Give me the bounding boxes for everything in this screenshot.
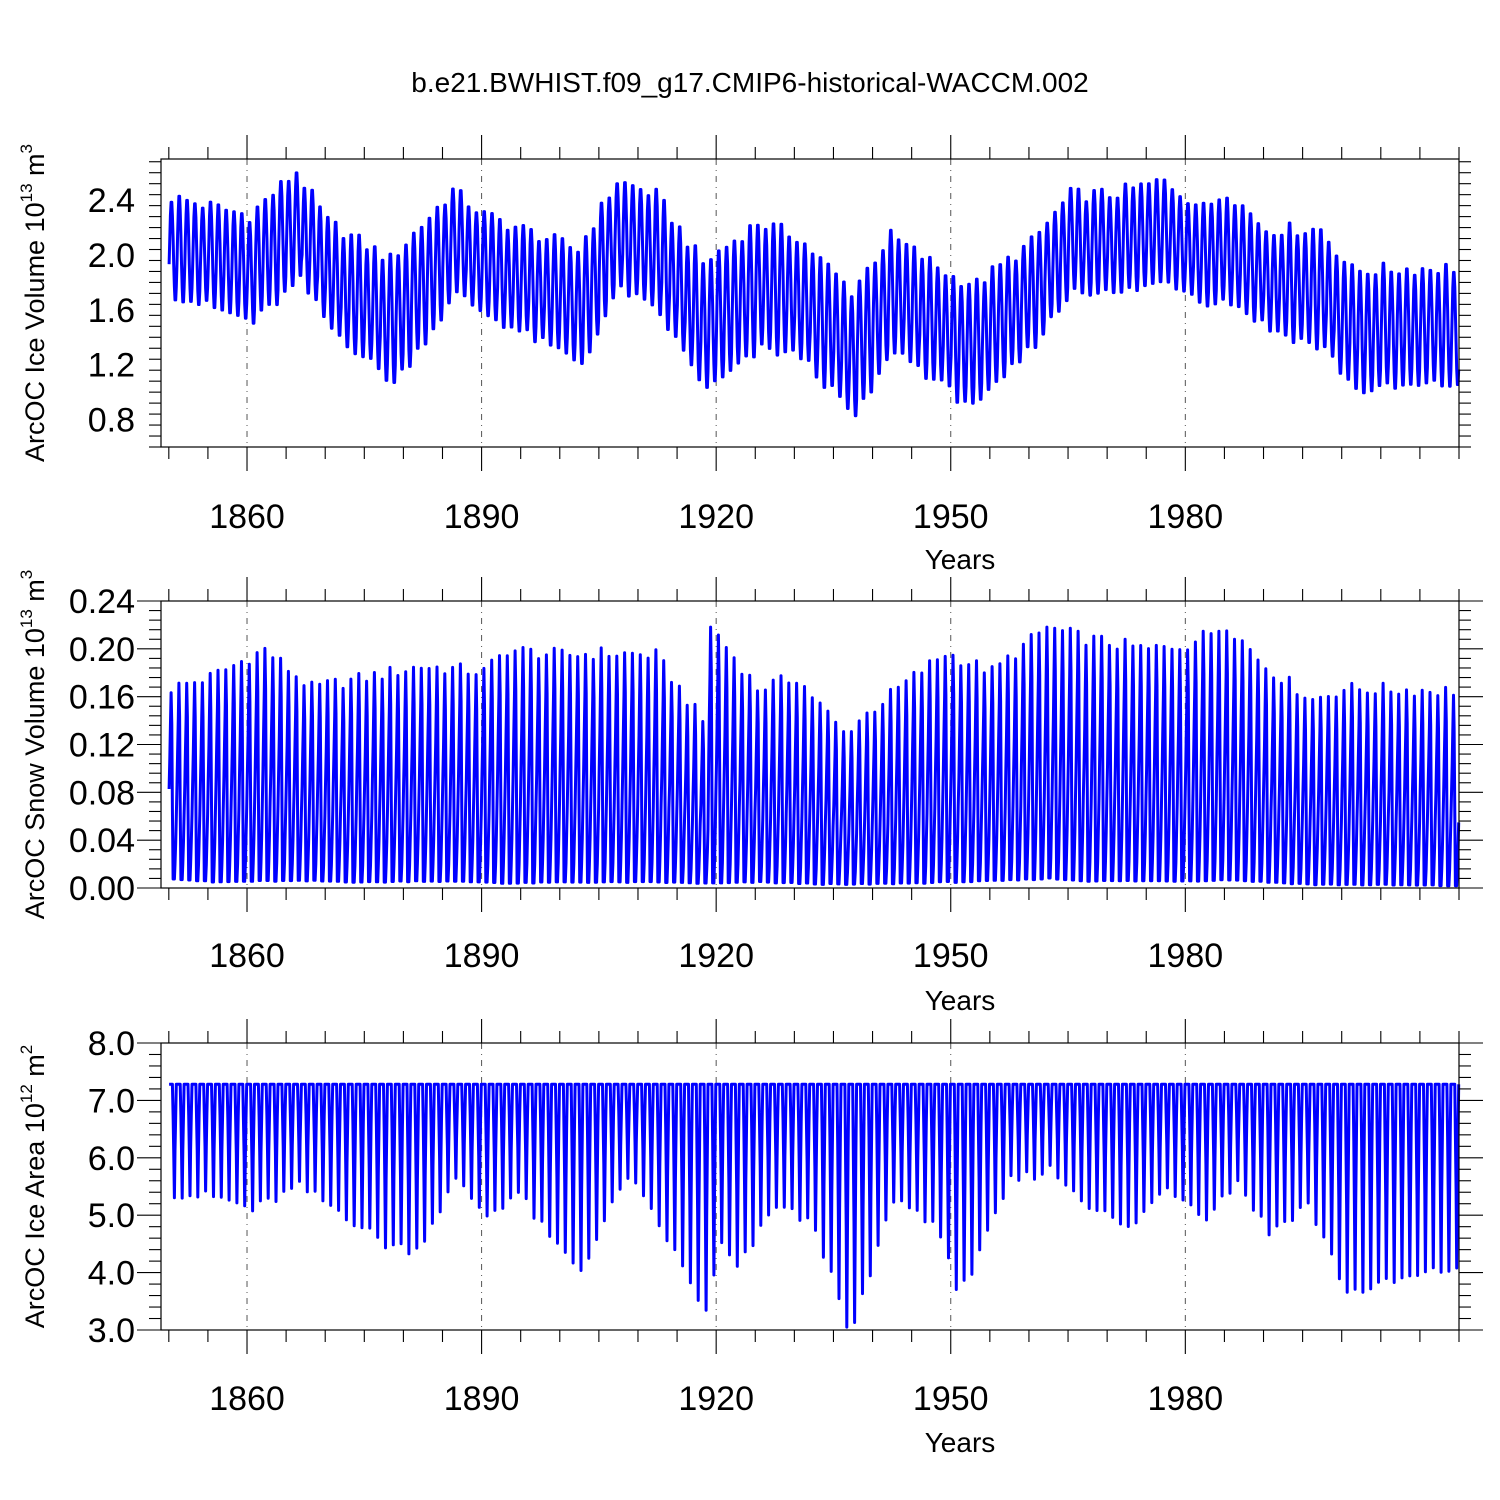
panel-ice-volume: 1860 1890 1920 1950 1980 0.8 1.2 1.6 2.0 2.4 Years… [17, 135, 1471, 575]
x-tick-label: 1920 [678, 498, 754, 536]
x-tick-label: 1890 [444, 498, 520, 536]
y-tick-label: 0.04 [69, 822, 135, 860]
x-axis-label: Years [925, 985, 996, 1016]
x-tick-label: 1920 [678, 937, 754, 975]
y-axis-label: ArcOC Snow Volume 1013 m3 [17, 570, 50, 920]
x-tick-label: 1950 [913, 498, 989, 536]
y-axis-label-superscript: 2 [17, 1045, 36, 1054]
series-line [168, 1082, 1461, 1329]
y-tick-label: 0.24 [69, 583, 135, 621]
panel-ice-area: 1860 1890 1920 1950 1980 3.0 4.0 5.0 6.0 7.0 8.0 Ye… [17, 1019, 1483, 1458]
y-axis-label-superscript: 13 [17, 609, 36, 628]
y-axis-label-superscript: 12 [17, 1084, 36, 1103]
panel-snow-volume: 1860 1890 1920 1950 1980 0.00 0.04 0.08 0.12 0.16… [17, 570, 1483, 1016]
x-tick-label: 1980 [1148, 498, 1224, 536]
series-line [167, 171, 1461, 418]
y-tick-label: 3.0 [88, 1312, 135, 1350]
figure-title: b.e21.BWHIST.f09_g17.CMIP6-historical-WA… [411, 67, 1088, 98]
y-axis-label-text: ArcOC Ice Volume 10 [20, 202, 50, 462]
y-axis-label-text: ArcOC Ice Area 10 [20, 1103, 50, 1328]
x-axis-label: Years [925, 1427, 996, 1458]
y-tick-label: 6.0 [88, 1140, 135, 1178]
y-tick-label: 0.12 [69, 727, 135, 765]
series-line [167, 625, 1461, 888]
y-tick-label: 0.20 [69, 631, 135, 669]
y-axis-label-text: m [20, 1054, 50, 1084]
y-axis-label-superscript: 3 [17, 570, 36, 579]
y-tick-label: 7.0 [88, 1082, 135, 1120]
x-tick-label: 1860 [209, 1380, 285, 1418]
x-axis-label: Years [925, 544, 996, 575]
y-tick-label: 8.0 [88, 1025, 135, 1063]
y-tick-label: 0.08 [69, 774, 135, 812]
plot-frame [160, 158, 1460, 448]
y-tick-label: 5.0 [88, 1197, 135, 1235]
x-tick-label: 1980 [1148, 937, 1224, 975]
y-tick-label: 1.6 [88, 292, 135, 330]
y-tick-label: 4.0 [88, 1255, 135, 1293]
x-tick-label: 1860 [209, 498, 285, 536]
y-axis-label-superscript: 13 [17, 183, 36, 202]
y-axis-label-superscript: 3 [17, 144, 36, 153]
y-tick-label: 0.8 [88, 402, 135, 440]
x-tick-label: 1890 [444, 1380, 520, 1418]
x-tick-label: 1950 [913, 937, 989, 975]
x-tick-label: 1980 [1148, 1380, 1224, 1418]
y-axis-label-text: m [20, 579, 50, 609]
y-axis-label-text: ArcOC Snow Volume 10 [20, 628, 50, 919]
y-axis-label: ArcOC Ice Volume 1013 m3 [17, 144, 50, 462]
x-tick-label: 1950 [913, 1380, 989, 1418]
x-tick-label: 1860 [209, 937, 285, 975]
y-tick-label: 0.00 [69, 870, 135, 908]
y-tick-label: 2.0 [88, 237, 135, 275]
y-tick-label: 1.2 [88, 347, 135, 385]
x-tick-label: 1920 [678, 1380, 754, 1418]
plot-frame [160, 1042, 1460, 1331]
y-tick-label: 0.16 [69, 679, 135, 717]
y-axis-label-text: m [20, 153, 50, 183]
y-tick-label: 2.4 [88, 182, 135, 220]
y-axis-label: ArcOC Ice Area 1012 m2 [17, 1045, 50, 1329]
x-tick-label: 1890 [444, 937, 520, 975]
